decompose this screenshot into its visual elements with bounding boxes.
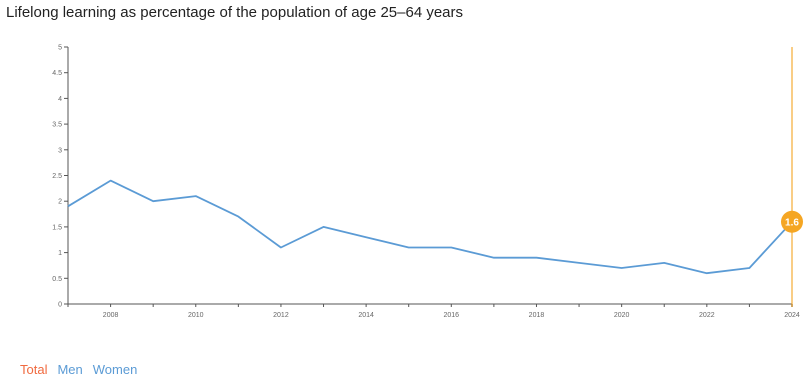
y-tick-label: 5 [58, 45, 62, 52]
y-tick-label: 4 [58, 96, 62, 103]
x-tick-label: 2016 [444, 312, 460, 319]
y-tick-label: 0 [58, 302, 62, 309]
legend-women[interactable]: Women [92, 362, 138, 377]
x-tick-label: 2010 [188, 312, 204, 319]
series-layer [67, 179, 793, 275]
chart-title: Lifelong learning as percentage of the p… [6, 4, 464, 21]
legend: Total Men Women [20, 362, 137, 377]
legend-total[interactable]: Total [20, 362, 48, 377]
x-tick-label: 2022 [699, 312, 715, 319]
y-tick-label: 1 [58, 250, 62, 257]
highlight-marker[interactable] [781, 210, 803, 233]
x-tick-label: 2014 [358, 312, 374, 319]
x-tick-label: 2020 [614, 312, 630, 319]
highlight-value-label: 1.6 [785, 217, 799, 228]
legend-men[interactable]: Men [57, 362, 83, 377]
series-line [67, 179, 793, 275]
y-tick-label: 2.5 [52, 173, 62, 180]
y-tick-label: 1.5 [52, 224, 62, 231]
marker-layer[interactable]: 1.6 [781, 210, 803, 233]
chart-axes: 0 0.5 1 1.5 2 2.5 3 3.5 4 4.5 5 2008 2010 2012 2014 201… [52, 45, 800, 320]
y-tick-label: 4.5 [52, 70, 62, 77]
y-tick-label: 3.5 [52, 122, 62, 129]
y-tick-label: 2 [58, 199, 62, 206]
x-tick-label: 2008 [103, 312, 119, 319]
y-tick-label: 0.5 [52, 276, 62, 283]
x-tick-label: 2024 [784, 312, 800, 319]
x-tick-label: 2018 [529, 312, 545, 319]
y-tick-label: 3 [58, 147, 62, 154]
x-tick-label: 2012 [273, 312, 289, 319]
